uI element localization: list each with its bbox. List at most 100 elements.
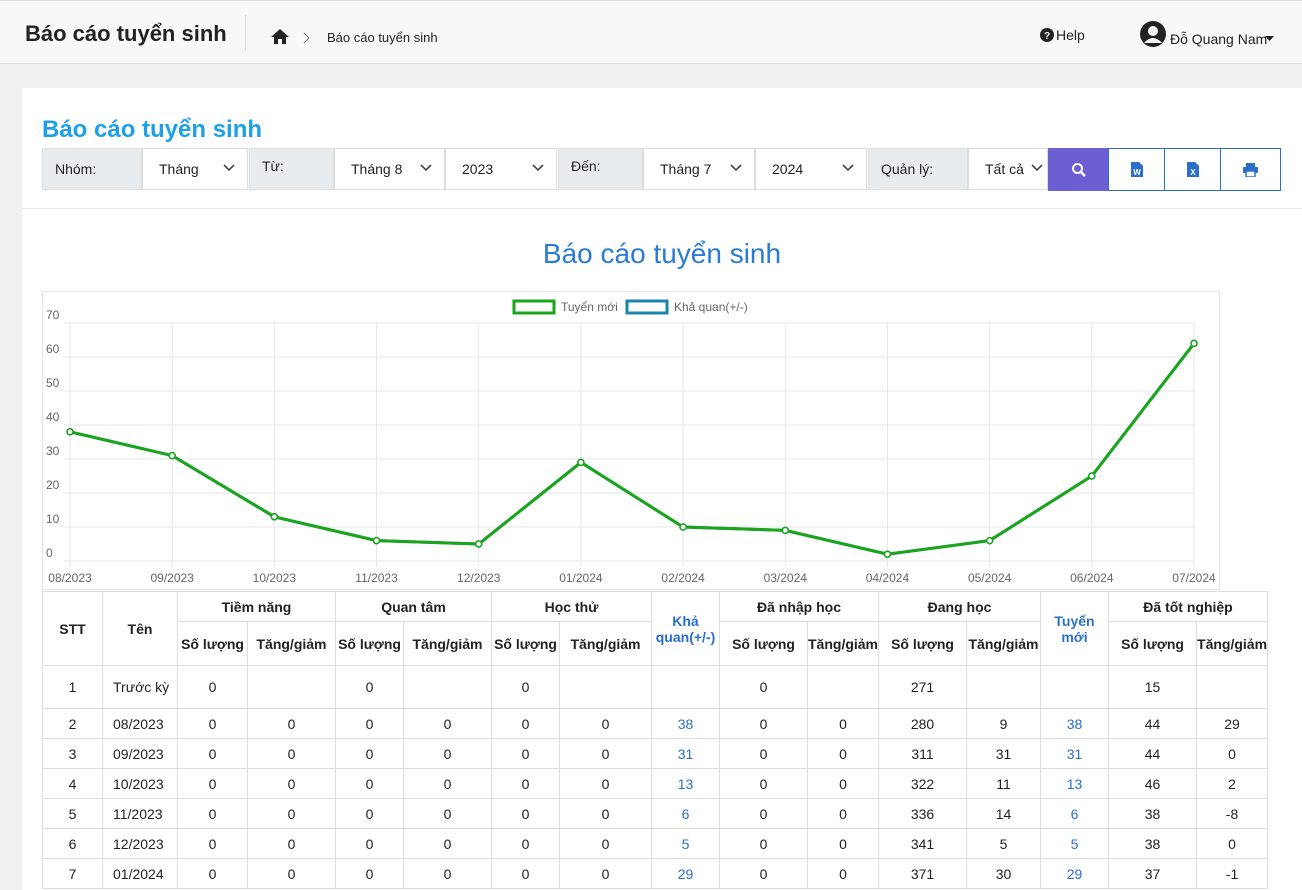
word-export-button[interactable]: W <box>1108 148 1165 191</box>
section-title: Báo cáo tuyển sinh <box>42 116 263 143</box>
help-link[interactable]: Help <box>1056 27 1085 43</box>
table-cell: 0 <box>559 828 652 859</box>
table-cell: 5 <box>966 828 1042 859</box>
print-icon <box>1243 162 1258 177</box>
from-year-select[interactable]: 2023 <box>445 148 557 190</box>
excel-export-button[interactable]: X <box>1164 148 1221 191</box>
series-line <box>69 342 1196 556</box>
table-cell: 0 <box>247 768 336 799</box>
table-cell: 11/2023 <box>102 798 178 829</box>
select-value: Tháng 7 <box>660 161 712 177</box>
chart-border <box>42 291 1220 590</box>
user-menu[interactable]: Đỗ Quang Nam <box>1170 31 1268 47</box>
table-cell: 0 <box>806 768 880 799</box>
legend-label: Khả quan(+/-) <box>674 300 748 314</box>
table-cell: 0 <box>403 858 492 889</box>
separator <box>22 208 1302 209</box>
from-month-select[interactable]: Tháng 8 <box>334 148 445 190</box>
table-cell: 0 <box>335 798 404 829</box>
manager-select[interactable]: Tất cả <box>968 148 1048 190</box>
column-header: Tiềm năng <box>177 591 336 622</box>
table-cell: 09/2023 <box>102 738 178 769</box>
table-cell: 0 <box>806 828 880 859</box>
divider <box>245 15 246 51</box>
table-cell: 0 <box>177 708 248 739</box>
search-button[interactable] <box>1048 148 1109 191</box>
table-cell: 44 <box>1108 708 1198 739</box>
table-cell: 01/2024 <box>102 858 178 889</box>
sub-header: Tăng/giảm <box>559 621 652 666</box>
to-year-select[interactable]: 2024 <box>755 148 867 190</box>
table-cell: 0 <box>335 738 404 769</box>
table-cell: 271 <box>878 665 968 709</box>
sub-header: Tăng/giảm <box>247 621 336 666</box>
table-cell: 0 <box>719 828 808 859</box>
data-point <box>1088 472 1096 480</box>
table-cell: 31 <box>1040 738 1110 769</box>
table-container: STT Tên Tiềm năng Quan tâm Học thử Khả quan(+… <box>42 591 1269 889</box>
table-cell: 15 <box>1108 665 1198 709</box>
table-cell: 0 <box>491 798 560 829</box>
table-cell: 0 <box>177 665 248 709</box>
x-tick-label: 05/2024 <box>968 571 1012 585</box>
data-point <box>985 536 994 545</box>
table-cell: 4 <box>42 768 103 799</box>
table-cell: 1 <box>42 665 103 709</box>
y-tick-label: 0 <box>46 546 53 560</box>
svg-text:W: W <box>1133 168 1141 177</box>
table-cell <box>403 665 492 709</box>
svg-text:X: X <box>1190 168 1196 177</box>
column-header: Đang học <box>878 591 1042 622</box>
table-cell: 0 <box>247 708 336 739</box>
chart-title: Báo cáo tuyển sinh <box>542 238 782 269</box>
table-cell: 6 <box>1040 798 1110 829</box>
data-point <box>577 458 585 467</box>
table-cell <box>559 665 652 709</box>
table-cell: 0 <box>177 858 248 889</box>
x-tick-label: 02/2024 <box>661 571 705 585</box>
print-button[interactable] <box>1220 148 1281 191</box>
user-avatar[interactable] <box>1139 20 1167 48</box>
table-row: 7 01/2024 0 0 0 0 0 0 29 0 0 371 30 29 37 -1 <box>42 858 1269 889</box>
x-tick-label: 06/2024 <box>1070 571 1114 585</box>
breadcrumb[interactable]: Báo cáo tuyển sinh <box>327 30 438 45</box>
column-header: STT <box>42 591 103 666</box>
x-tick-label: 01/2024 <box>559 571 603 585</box>
sub-header: Số lượng <box>491 621 560 666</box>
header-row: STT Tên Tiềm năng Quan tâm Học thử Khả quan(+… <box>42 591 1269 666</box>
table-cell <box>651 665 720 709</box>
table-cell: 0 <box>491 858 560 889</box>
table-row: 2 08/2023 0 0 0 0 0 0 38 0 0 280 9 38 44 29 <box>42 708 1269 739</box>
column-header: Học thử <box>491 591 652 622</box>
table-cell <box>1196 665 1269 709</box>
table-cell: 38 <box>651 708 720 739</box>
table-cell: 29 <box>651 858 720 889</box>
table-row: 5 11/2023 0 0 0 0 0 0 6 0 0 336 14 6 38 -8 <box>42 798 1269 829</box>
column-header: Đã tốt nghiệp <box>1108 591 1269 622</box>
table-cell: 0 <box>559 708 652 739</box>
to-month-select[interactable]: Tháng 7 <box>643 148 755 190</box>
legend-swatch <box>512 299 556 315</box>
home-icon[interactable] <box>270 28 290 45</box>
sub-header: Số lượng <box>878 621 968 666</box>
table-cell: 6 <box>651 798 720 829</box>
app-title: Báo cáo tuyển sinh <box>25 21 227 46</box>
chevron <box>420 164 432 172</box>
table-cell: 0 <box>403 738 492 769</box>
table-cell: 0 <box>403 798 492 829</box>
table-cell: 0 <box>491 738 560 769</box>
caret <box>1265 36 1274 41</box>
sub-header: Số lượng <box>335 621 404 666</box>
table-cell: 0 <box>806 798 880 829</box>
chart: 0 10 20 30 40 50 60 70 08/2023 09/2023 10/2023 11/2… <box>42 291 1220 590</box>
y-tick-label: 70 <box>46 308 60 322</box>
table-cell <box>1040 665 1110 709</box>
table-cell: 0 <box>806 708 880 739</box>
table-cell: -8 <box>1196 798 1269 829</box>
series-line <box>69 342 1196 556</box>
table-cell: 2 <box>42 708 103 739</box>
table-cell: 0 <box>247 738 336 769</box>
filter-label: Đến: <box>558 148 643 190</box>
table-cell: 0 <box>403 768 492 799</box>
group-select[interactable]: Tháng <box>142 148 248 190</box>
